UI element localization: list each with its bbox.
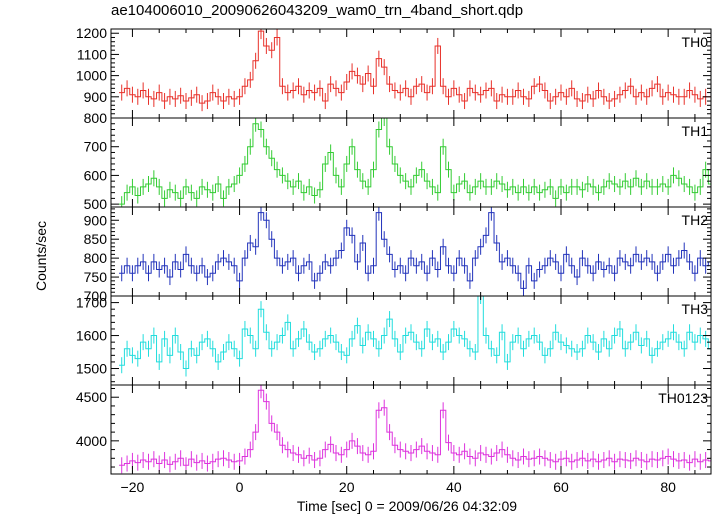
x-tick-label: 0 [236, 479, 244, 495]
panel-label: TH2 [682, 212, 709, 228]
panel-th0123: 4000 4500 TH0123 [76, 384, 712, 475]
x-axis-label: Time [sec] 0 = 2009/06/26 04:32:09 [297, 498, 517, 514]
y-tick-label: 1200 [76, 25, 107, 41]
y-tick-label: 1600 [76, 328, 107, 344]
y-tick-label: 4500 [76, 389, 107, 405]
y-tick-label: 900 [84, 212, 108, 228]
y-tick-label: 750 [84, 269, 108, 285]
y-tick-label: 4000 [76, 433, 107, 449]
y-tick-label: 700 [84, 288, 108, 304]
panel-th3: 1500 1600 1700 TH3 [76, 295, 712, 386]
y-tick-label: 800 [84, 110, 108, 126]
y-tick-label: 1100 [77, 46, 107, 62]
chart-title: ae104006010_20090626043209_wam0_trn_4ban… [111, 2, 524, 19]
series-th2 [119, 207, 711, 296]
y-tick-label: 900 [84, 89, 108, 105]
panel-frame [110, 384, 712, 475]
panel-label: TH1 [682, 123, 709, 139]
series-th0 [119, 29, 711, 112]
x-tick-label: 20 [339, 479, 355, 495]
x-tick-label: 60 [553, 479, 569, 495]
panel-th1: 500 600 700 TH1 [84, 117, 712, 212]
x-tick-label: 40 [446, 479, 462, 495]
panel-th2: 700 750 800 850 900 TH2 [84, 206, 712, 304]
y-tick-label: 700 [84, 139, 108, 155]
panel-frame [110, 295, 712, 386]
y-tick-label: 1700 [76, 295, 107, 311]
series-line [119, 30, 711, 104]
y-tick-label: 600 [84, 167, 108, 183]
panels-group: 800900100011001200TH0500600700TH17007508… [76, 25, 712, 495]
y-tick-label: 850 [84, 231, 108, 247]
series-line [119, 296, 711, 370]
x-tick-label: −20 [121, 479, 145, 495]
y-tick-label: 1500 [76, 361, 107, 377]
series-th0123 [119, 385, 711, 474]
y-tick-label: 500 [84, 196, 108, 212]
series-line [119, 118, 711, 205]
panel-label: TH0 [682, 34, 709, 50]
series-th3 [119, 296, 711, 377]
y-tick-label: 800 [84, 250, 108, 266]
panel-label: TH0123 [658, 390, 708, 406]
y-axis-label: Counts/sec [33, 221, 49, 291]
y-tick-label: 1000 [76, 68, 107, 84]
panel-label: TH3 [682, 301, 709, 317]
series-line [119, 212, 711, 289]
series-th1 [119, 118, 711, 207]
x-tick-label: 80 [660, 479, 676, 495]
panel-th0: 800 900 1000 1100 1200 TH0 [76, 25, 712, 126]
series-line [119, 389, 711, 466]
